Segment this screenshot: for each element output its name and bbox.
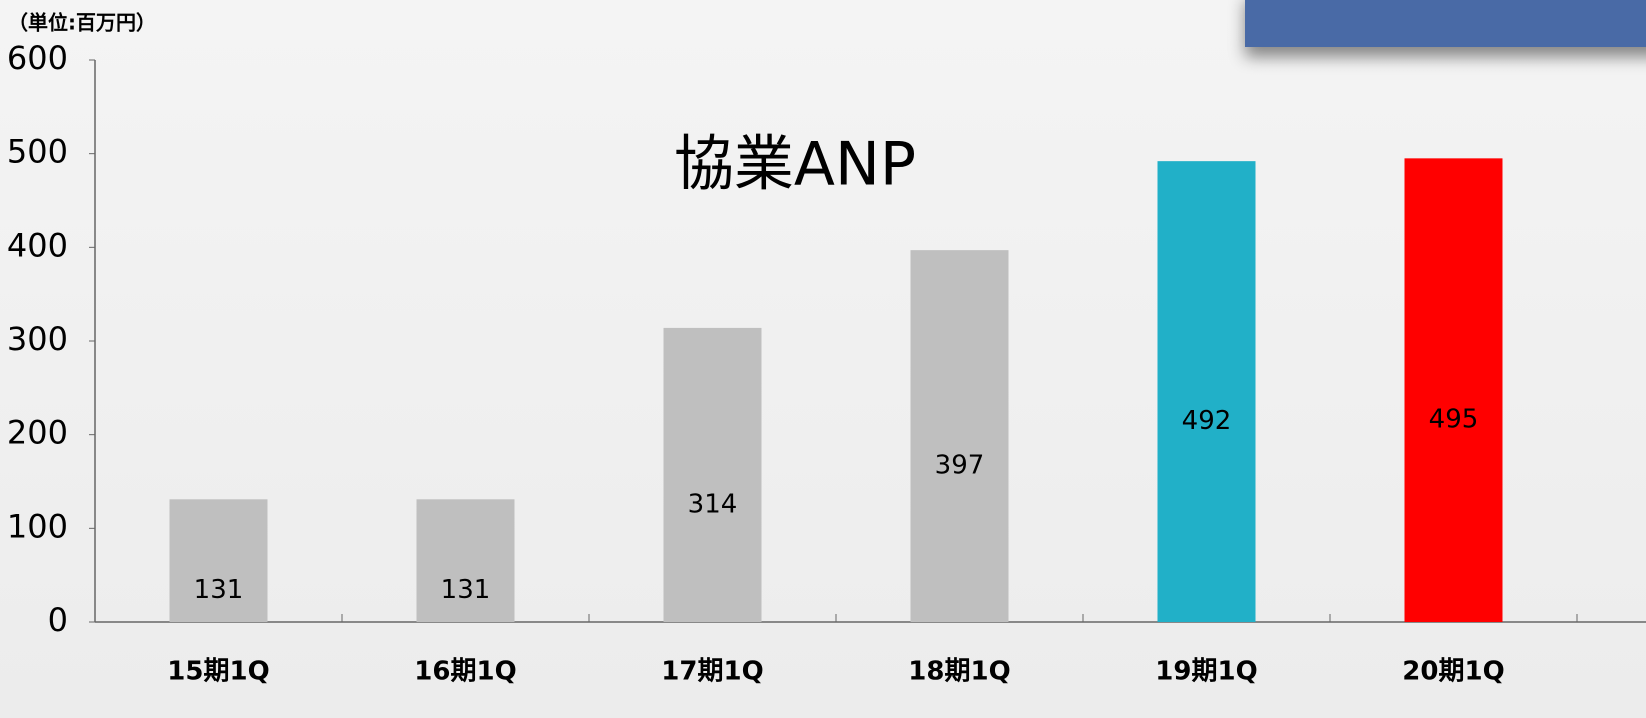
y-tick-label: 0 — [48, 601, 68, 639]
x-tick-label: 18期1Q — [908, 657, 1010, 687]
y-tick-label: 100 — [7, 507, 68, 545]
x-tick-label: 20期1Q — [1402, 657, 1504, 687]
y-tick-label: 400 — [7, 226, 68, 264]
x-tick-label: 15期1Q — [167, 657, 269, 687]
data-label: 131 — [194, 575, 244, 605]
bar — [1157, 161, 1256, 622]
bar — [416, 499, 515, 622]
x-tick-label: 16期1Q — [414, 657, 516, 687]
data-label: 492 — [1182, 406, 1232, 436]
unit-label: （単位:百万円） — [8, 11, 156, 35]
data-label: 131 — [441, 575, 491, 605]
y-tick-label: 200 — [7, 414, 68, 452]
data-label: 495 — [1429, 405, 1479, 435]
x-tick-label: 19期1Q — [1155, 657, 1257, 687]
y-tick-label: 500 — [7, 133, 68, 171]
bar — [1404, 158, 1503, 622]
x-tick-label: 17期1Q — [661, 657, 763, 687]
bar — [910, 250, 1009, 623]
bar — [663, 327, 762, 622]
corner-image — [1245, 0, 1646, 47]
data-label: 314 — [688, 489, 738, 519]
bar — [169, 499, 268, 622]
data-label: 397 — [935, 451, 985, 481]
y-tick-label: 300 — [7, 320, 68, 358]
chart-title: 協業ANP — [674, 130, 916, 200]
y-tick-label: 600 — [7, 39, 68, 77]
